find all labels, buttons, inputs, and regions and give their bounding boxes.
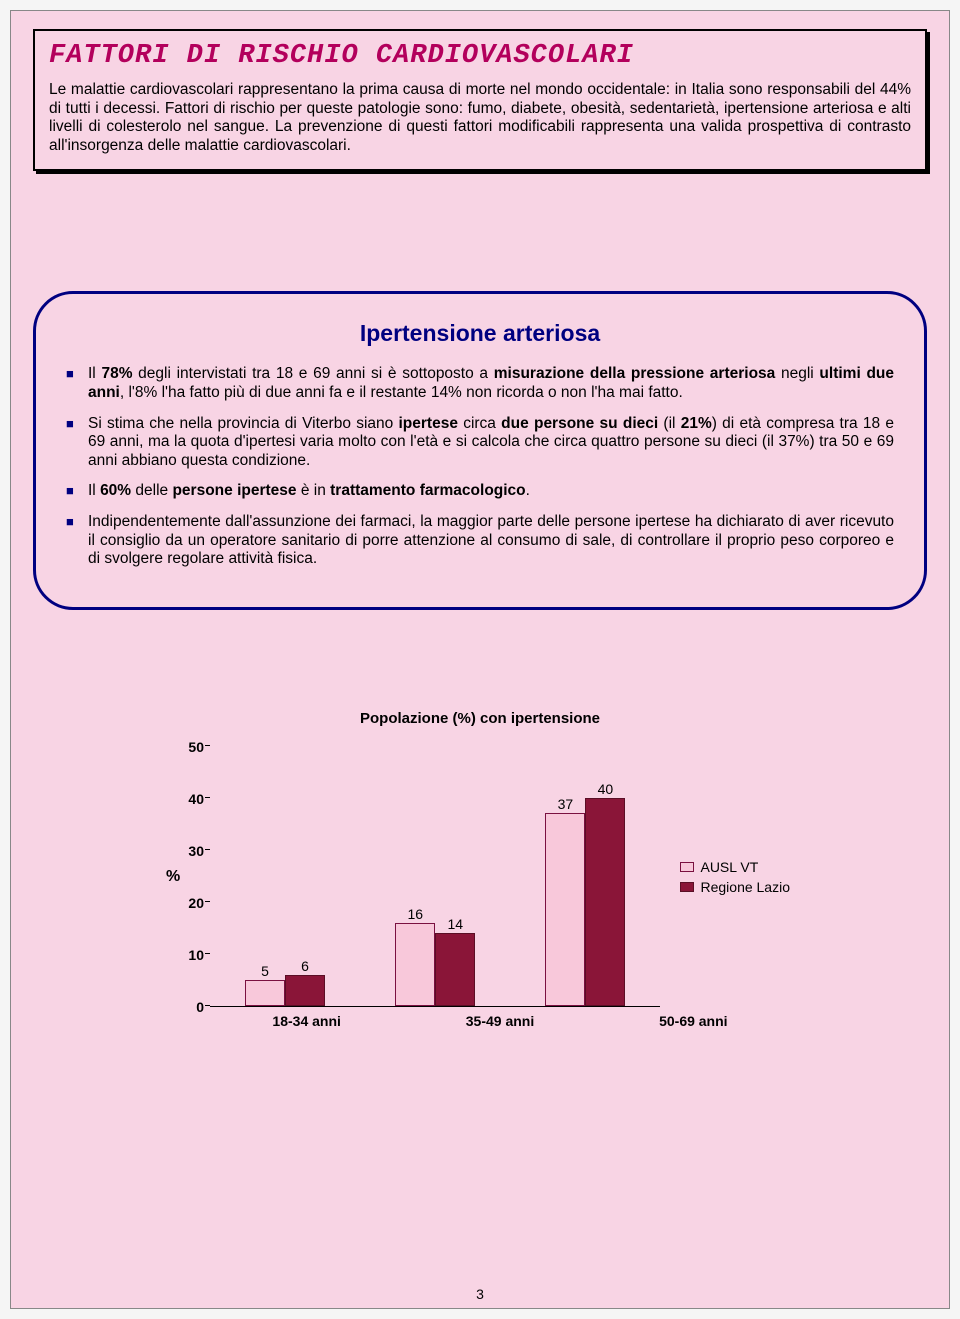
legend-item: AUSL VT	[680, 859, 790, 875]
y-tick: 0	[196, 999, 204, 1015]
y-axis: % 01020304050	[170, 747, 210, 1007]
chart-container: Popolazione (%) con ipertensione % 01020…	[170, 710, 790, 1029]
bar: 37	[545, 813, 585, 1005]
bar-group: 56	[245, 975, 325, 1006]
bar-value-label: 6	[301, 958, 309, 974]
chart-legend: AUSL VT Regione Lazio	[680, 855, 790, 899]
list-item: Il 78% degli intervistati tra 18 e 69 an…	[66, 365, 894, 402]
y-tick: 30	[188, 843, 204, 859]
chart-plot: % 01020304050 5616143740	[170, 747, 660, 1007]
bar: 5	[245, 980, 285, 1006]
ipertensione-title: Ipertensione arteriosa	[66, 320, 894, 347]
page-number: 3	[476, 1286, 484, 1302]
legend-item: Regione Lazio	[680, 879, 790, 895]
y-tick: 50	[188, 739, 204, 755]
bar: 6	[285, 975, 325, 1006]
y-axis-label: %	[166, 868, 180, 886]
bar-value-label: 16	[407, 906, 423, 922]
bullet-list: Il 78% degli intervistati tra 18 e 69 an…	[66, 365, 894, 568]
category-label: 18-34 anni	[272, 1013, 340, 1029]
list-item: Il 60% delle persone ipertese è in tratt…	[66, 482, 894, 501]
x-axis-labels: 18-34 anni 35-49 anni 50-69 anni	[210, 1013, 790, 1029]
bar-value-label: 14	[447, 916, 463, 932]
bar: 14	[435, 933, 475, 1006]
legend-label: AUSL VT	[700, 859, 758, 875]
plot-area: 5616143740	[210, 747, 660, 1007]
list-item: Si stima che nella provincia di Viterbo …	[66, 415, 894, 471]
chart-title: Popolazione (%) con ipertensione	[170, 710, 790, 727]
bar: 40	[585, 798, 625, 1006]
category-label: 50-69 anni	[659, 1013, 727, 1029]
chart-body: % 01020304050 5616143740 AUSL VTRegione …	[170, 747, 790, 1007]
bar-value-label: 5	[261, 963, 269, 979]
bar-group: 3740	[545, 798, 625, 1006]
bar: 16	[395, 923, 435, 1006]
y-tick: 40	[188, 791, 204, 807]
legend-label: Regione Lazio	[700, 879, 790, 895]
list-item: Indipendentemente dall'assunzione dei fa…	[66, 513, 894, 569]
legend-swatch	[680, 882, 694, 892]
legend-swatch	[680, 862, 694, 872]
intro-title: FATTORI DI RISCHIO CARDIOVASCOLARI	[49, 41, 911, 71]
y-tick: 10	[188, 947, 204, 963]
bar-group: 1614	[395, 923, 475, 1006]
y-tick: 20	[188, 895, 204, 911]
page: FATTORI DI RISCHIO CARDIOVASCOLARI Le ma…	[10, 10, 950, 1309]
bar-value-label: 40	[598, 781, 614, 797]
bar-value-label: 37	[558, 796, 574, 812]
intro-box: FATTORI DI RISCHIO CARDIOVASCOLARI Le ma…	[33, 29, 927, 171]
ipertensione-box: Ipertensione arteriosa Il 78% degli inte…	[33, 291, 927, 609]
intro-text: Le malattie cardiovascolari rappresentan…	[49, 81, 911, 155]
category-label: 35-49 anni	[466, 1013, 534, 1029]
